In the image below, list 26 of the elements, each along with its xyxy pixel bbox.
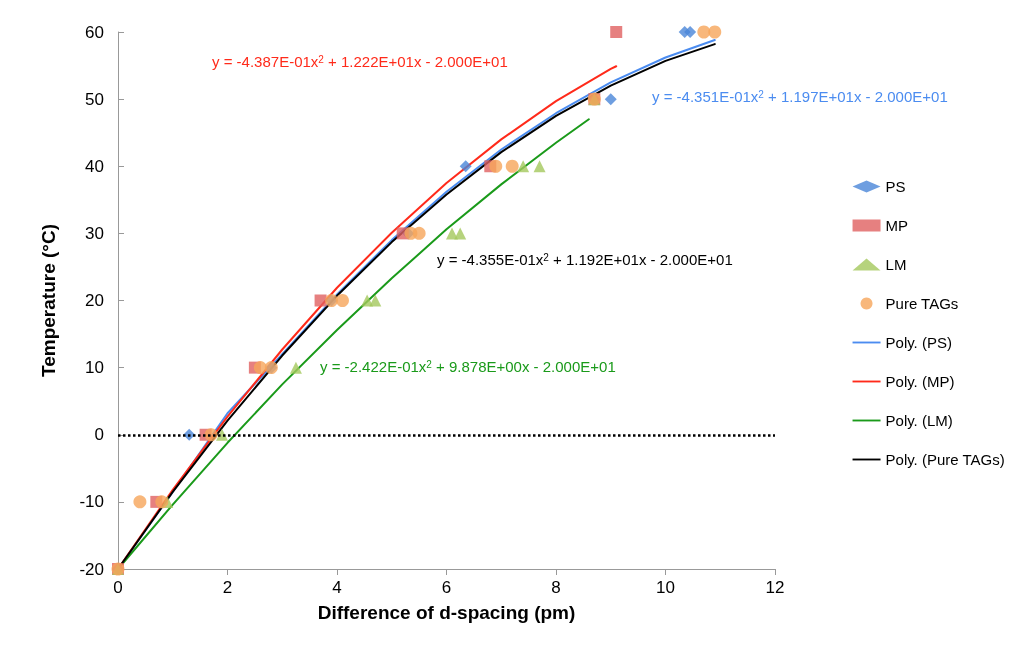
y-tick-label: 40 [85, 156, 104, 176]
x-tick-label: 6 [441, 578, 452, 597]
y-tick-label: 30 [85, 223, 104, 243]
x-tick-label: 2 [222, 578, 233, 597]
x-tick-label: 12 [765, 578, 785, 597]
x-tick-label: 8 [551, 578, 561, 597]
y-tick-label: 10 [85, 358, 104, 378]
legend-label: Poly. (MP) [885, 373, 955, 390]
legend-label: Pure TAGs [885, 295, 959, 312]
y-axis-title: Temperature (°C) [38, 224, 59, 377]
legend-label: MP [885, 217, 909, 234]
y-tick-label: 50 [85, 89, 104, 109]
legend-label: Poly. (PS) [885, 334, 952, 351]
legend-label: Poly. (LM) [885, 412, 953, 429]
legend-label: PS [885, 178, 906, 195]
x-axis-title: Difference of d-spacing (pm) [317, 602, 576, 623]
legend-label: LM [885, 256, 907, 273]
y-tick-label: -20 [79, 559, 104, 579]
y-tick-label: 0 [94, 425, 104, 445]
legend-label: Poly. (Pure TAGs) [885, 451, 1005, 468]
x-tick-label: 0 [113, 578, 123, 597]
y-tick-label: 20 [85, 291, 104, 310]
x-tick-label: 4 [332, 578, 342, 597]
y-tick-label: -10 [79, 492, 104, 512]
y-tick-label: 60 [85, 22, 104, 42]
x-tick-label: 10 [656, 578, 675, 597]
